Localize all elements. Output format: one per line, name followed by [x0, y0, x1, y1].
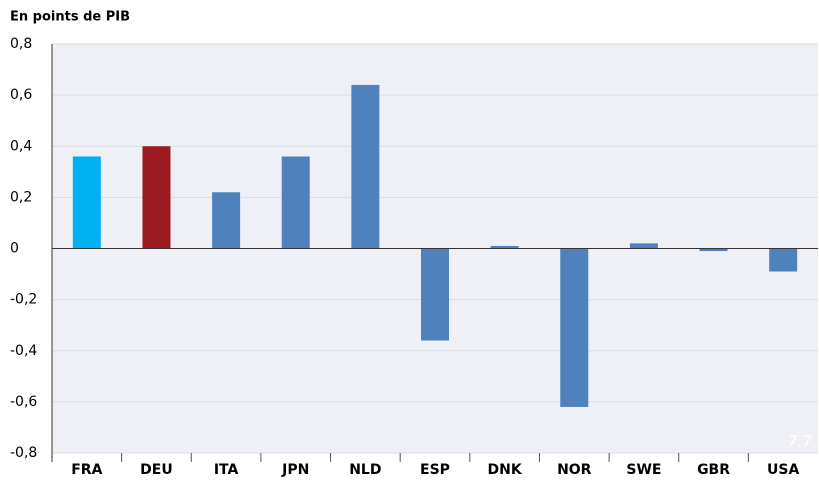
bar — [490, 245, 519, 249]
x-tick-label: ESP — [420, 462, 450, 478]
y-tick-label: -0,2 — [10, 292, 37, 308]
y-tick-label: 0,6 — [10, 87, 32, 103]
chart-title: En points de PIB — [10, 10, 130, 25]
bar — [72, 156, 101, 249]
x-tick-label: SWE — [626, 462, 661, 478]
y-tick-label: -0,6 — [10, 394, 37, 410]
bar — [769, 248, 798, 272]
x-tick-label: USA — [767, 462, 799, 478]
y-tick-label: 0,2 — [10, 189, 32, 205]
x-tick-label: NLD — [349, 462, 381, 478]
x-tick-label: ITA — [214, 462, 239, 478]
x-tick-label: DEU — [140, 462, 173, 478]
bar — [142, 146, 171, 249]
x-tick-label: DNK — [488, 462, 523, 478]
y-tick-label: 0,4 — [10, 138, 32, 154]
y-tick-label: 0 — [10, 241, 19, 257]
bar — [212, 192, 241, 249]
x-tick-label: NOR — [557, 462, 592, 478]
bar — [699, 248, 728, 252]
bar — [421, 248, 449, 341]
bar — [629, 243, 658, 249]
y-tick-label: 0,8 — [10, 36, 32, 52]
y-tick-label: -0,4 — [10, 343, 37, 359]
x-tick-label: GBR — [697, 462, 730, 478]
watermark: 7.7 — [788, 433, 812, 451]
x-tick-label: FRA — [71, 462, 102, 478]
x-tick-label: JPN — [281, 462, 309, 478]
y-tick-label: -0,8 — [10, 445, 37, 461]
bar — [281, 156, 310, 249]
bar — [560, 248, 589, 407]
bar — [351, 84, 380, 249]
